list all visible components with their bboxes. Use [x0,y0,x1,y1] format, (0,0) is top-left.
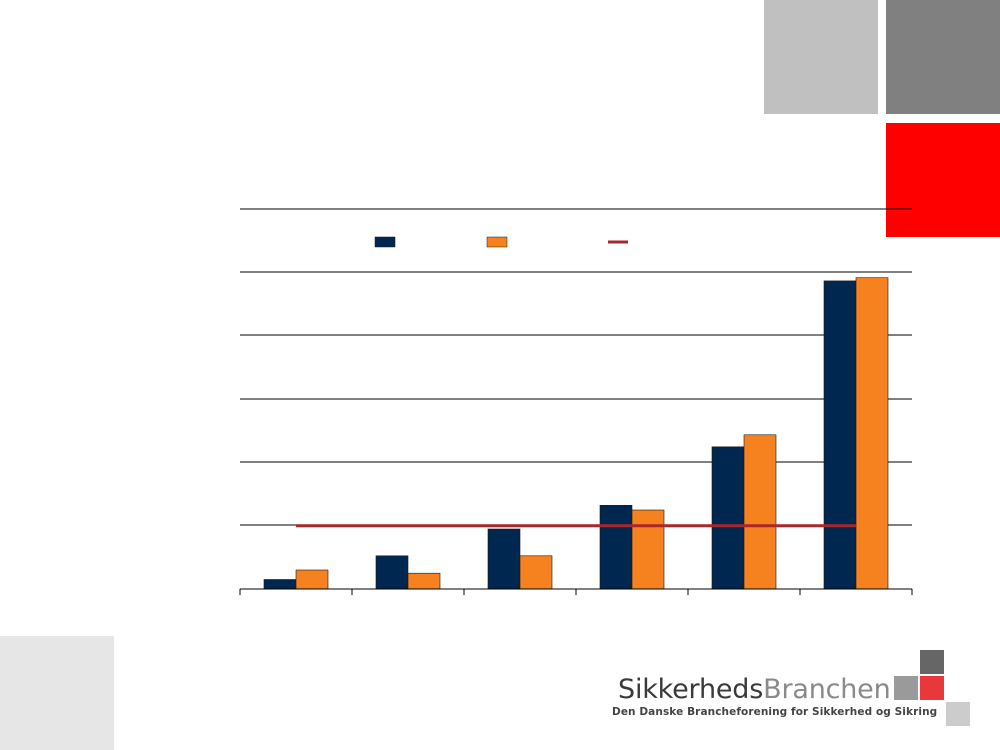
legend-swatch-dark-blue [374,236,396,248]
logo-square-gray [894,676,918,700]
bar-series1-6 [823,280,857,590]
deco-mid-gray-square [886,0,1000,114]
bar-series2-5 [743,434,777,590]
sikkerhedsbranchen-logo: SikkerhedsBranchen Den Danske Branchefor… [612,650,1000,750]
bar-series2-4 [631,509,665,590]
bar-series2-3 [519,555,553,590]
bar-series1-3 [487,528,521,590]
logo-word-part2: Branchen [763,674,891,705]
bar-series2-6 [855,277,889,590]
logo-tagline: Den Danske Brancheforening for Sikkerhed… [612,706,938,718]
logo-word-part1: Sikkerheds [618,674,764,705]
x-axis [239,588,913,595]
bar-series1-2 [375,555,409,590]
bar-series2-2 [407,572,441,590]
bars [263,277,889,590]
logo-square-dark [920,650,944,674]
bar-series2-1 [295,569,329,590]
logo-wordmark: SikkerhedsBranchen [618,674,891,705]
logo-square-red [920,676,944,700]
bar-series1-4 [599,504,633,590]
logo-square-light [946,702,970,726]
deco-red-square [886,123,1000,237]
legend-swatch-orange [486,236,508,248]
deco-light-gray-square [764,0,878,114]
legend [374,236,628,248]
bar-series1-5 [711,446,745,590]
bar-series1-1 [263,579,297,590]
deco-pale-gray-block [0,636,114,750]
gridlines [240,208,912,526]
